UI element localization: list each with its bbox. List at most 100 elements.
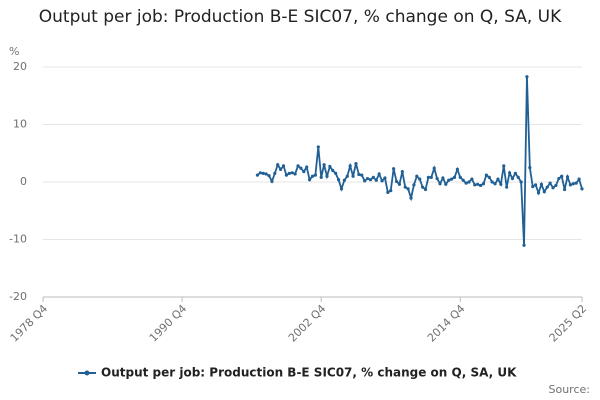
- data-point: [452, 175, 457, 179]
- data-point: [374, 178, 378, 182]
- data-point: [510, 176, 515, 181]
- x-tick-label: 1978 Q4: [8, 302, 51, 345]
- y-tick-label: -20: [9, 290, 27, 303]
- y-axis-label: %: [9, 45, 19, 58]
- data-point: [305, 165, 309, 169]
- data-point: [267, 174, 271, 178]
- data-point: [502, 164, 506, 168]
- data-point: [368, 178, 373, 182]
- data-point: [302, 170, 306, 174]
- data-point: [423, 187, 428, 192]
- data-point: [264, 172, 268, 176]
- data-point: [334, 171, 338, 175]
- data-point: [308, 178, 312, 182]
- data-point: [449, 177, 454, 181]
- data-point: [461, 178, 465, 182]
- data-point: [363, 179, 367, 183]
- data-point: [409, 196, 413, 200]
- legend-marker: [84, 370, 90, 376]
- data-point: [444, 182, 448, 186]
- data-point: [435, 176, 439, 181]
- data-point: [365, 176, 370, 181]
- data-point: [580, 187, 584, 191]
- data-point: [505, 185, 509, 189]
- x-tick-label: 2014 Q4: [425, 302, 468, 345]
- series-line: [256, 76, 583, 246]
- data-point: [536, 191, 541, 195]
- data-point: [528, 166, 532, 170]
- data-point: [255, 173, 260, 177]
- data-point: [467, 180, 471, 184]
- data-point: [470, 177, 474, 181]
- data-point: [354, 162, 358, 166]
- data-point: [261, 171, 265, 175]
- data-point: [389, 189, 393, 193]
- data-point: [331, 168, 335, 173]
- data-point: [348, 164, 352, 168]
- data-point: [476, 182, 480, 186]
- data-point: [351, 174, 355, 178]
- data-point: [279, 167, 283, 171]
- data-point: [415, 174, 419, 178]
- data-point: [551, 186, 555, 190]
- data-point: [400, 170, 404, 174]
- data-point: [281, 164, 286, 168]
- data-point: [383, 176, 387, 180]
- data-point: [481, 182, 486, 186]
- x-tick-label: 2025 Q2: [547, 302, 590, 345]
- data-point: [270, 179, 274, 184]
- data-point: [339, 187, 344, 191]
- data-point: [319, 175, 323, 179]
- data-point: [412, 183, 416, 187]
- y-tick-label: 0: [20, 175, 27, 188]
- data-point: [455, 167, 459, 171]
- data-point: [548, 181, 552, 185]
- data-point: [487, 175, 491, 179]
- data-point: [522, 243, 526, 247]
- data-point: [513, 171, 517, 175]
- data-point: [258, 171, 262, 175]
- data-point: [421, 185, 425, 189]
- data-point: [447, 178, 451, 182]
- data-point: [478, 183, 483, 188]
- data-point: [441, 176, 445, 180]
- data-point: [432, 166, 436, 170]
- x-tick-label: 1990 Q4: [147, 302, 190, 345]
- data-point: [563, 187, 567, 192]
- data-point: [394, 179, 399, 184]
- data-point: [418, 177, 422, 181]
- data-point: [392, 167, 396, 171]
- x-tick-label: 2002 Q4: [286, 302, 329, 345]
- data-point: [473, 183, 477, 187]
- source: Source:: [549, 383, 591, 396]
- data-point: [287, 171, 291, 175]
- data-point: [273, 171, 277, 175]
- data-point: [313, 173, 317, 177]
- data-point: [458, 175, 462, 179]
- data-point: [336, 178, 341, 182]
- data-point: [496, 177, 500, 181]
- data-point: [525, 75, 529, 79]
- data-point: [386, 190, 390, 194]
- data-point: [565, 175, 570, 179]
- y-tick-label: 20: [13, 60, 27, 73]
- data-point: [571, 182, 575, 186]
- y-tick-label: -10: [9, 233, 27, 246]
- data-point: [464, 181, 468, 185]
- data-point: [345, 174, 349, 178]
- data-point: [554, 183, 558, 188]
- data-point: [534, 183, 538, 187]
- data-point: [284, 173, 289, 177]
- data-point: [577, 177, 581, 181]
- data-point: [557, 176, 561, 181]
- data-point: [493, 182, 497, 186]
- data-point: [406, 187, 410, 191]
- data-point: [490, 180, 494, 184]
- data-point: [293, 172, 297, 176]
- data-point: [519, 180, 523, 184]
- data-point: [328, 164, 332, 169]
- data-point: [507, 171, 512, 175]
- data-point: [371, 175, 375, 179]
